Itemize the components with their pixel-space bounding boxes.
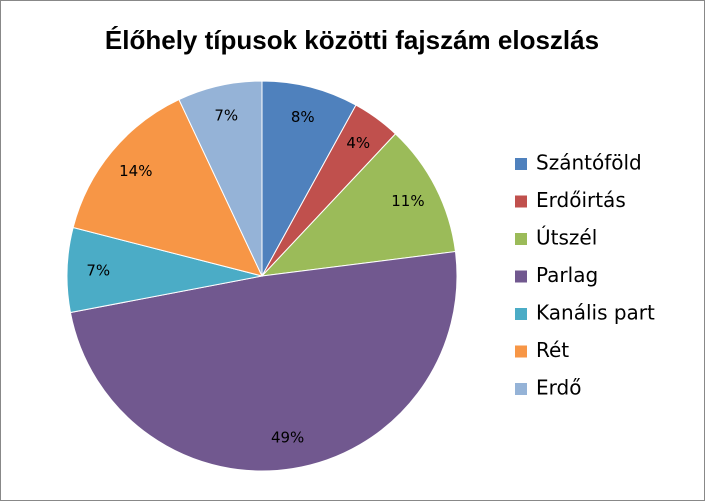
data-label: 4%	[346, 134, 370, 152]
legend-label: Parlag	[536, 263, 598, 287]
pie-slice	[261, 80, 357, 277]
legend-label: Rét	[536, 338, 569, 362]
data-label: 11%	[391, 192, 424, 210]
data-label: 7%	[86, 261, 110, 279]
legend-label: Erdőirtás	[536, 188, 626, 212]
legend-swatch	[515, 195, 527, 208]
legend-swatch	[515, 383, 527, 395]
data-label: 49%	[271, 428, 304, 446]
pie-slice	[260, 133, 457, 277]
legend-label: Útszél	[536, 226, 597, 250]
pie-slice	[178, 80, 263, 277]
legend-swatch	[515, 270, 527, 283]
legend-label: Erdő	[536, 376, 581, 400]
chart-title: Élőhely típusok közötti fajszám eloszlás	[105, 25, 599, 55]
legend-swatch	[515, 308, 527, 320]
data-label: 8%	[291, 108, 315, 126]
legend-swatch	[515, 233, 527, 245]
legend-swatch	[515, 345, 527, 358]
pie-slice	[69, 251, 458, 472]
legend-label: Szántóföld	[536, 151, 642, 175]
pie-slice	[72, 98, 263, 277]
data-label: 7%	[214, 107, 238, 125]
legend-swatch	[515, 158, 527, 170]
data-label: 14%	[119, 162, 152, 180]
legend-label: Kanális part	[536, 301, 655, 325]
